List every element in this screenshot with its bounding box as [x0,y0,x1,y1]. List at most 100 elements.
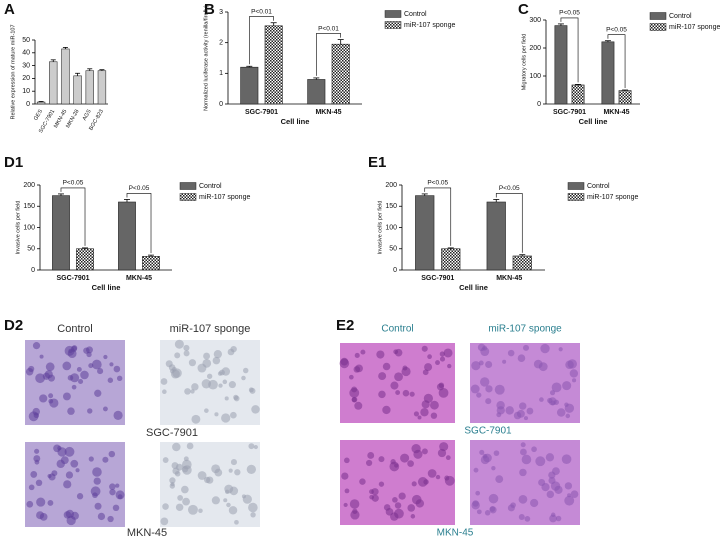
cell [480,347,490,357]
cell [223,498,228,503]
cell [94,502,102,510]
cell [48,393,54,399]
cell [507,349,515,357]
y-tick-label: 2 [219,40,223,47]
panel-letter: E1 [368,154,386,171]
cell [558,347,563,352]
cell [36,497,46,507]
annotation: P<0.05 [499,185,520,192]
y-axis-label: Invasive cells per field [377,201,383,255]
bar [118,201,136,271]
cell [47,500,54,506]
cell [359,478,366,485]
cell [343,502,348,508]
panel-letter: E2 [336,317,354,334]
cell [174,339,184,349]
cell [475,490,481,496]
cell [480,377,490,387]
cell [417,477,428,487]
cell [35,373,45,384]
cell [87,408,93,414]
cell [354,352,360,359]
y-axis-label: Invasive cells per field [15,201,21,255]
cell [376,350,385,359]
cell [562,381,572,391]
panel-letter: C [518,1,529,18]
cell [97,368,104,375]
cell [225,489,230,494]
cell [369,489,374,495]
cell [443,348,453,358]
cell [222,379,228,385]
cell [394,502,402,509]
cell [211,496,220,505]
significance-bracket [249,16,274,65]
bar [307,79,326,105]
legend-swatch [649,12,667,20]
cell [181,485,189,494]
cell [378,481,385,487]
cell [569,369,579,378]
cell [33,412,40,419]
cell [402,389,410,397]
panel-letter: B [204,1,215,18]
cell [400,453,410,463]
cell [435,360,440,366]
cell [107,377,114,383]
cell [476,509,482,515]
cell [496,406,505,415]
y-tick-label: 20 [22,75,30,82]
cell [402,365,408,371]
cell [491,465,496,471]
cell [427,354,432,360]
significance-bracket [607,34,626,88]
cell [533,359,543,369]
cell [411,481,417,487]
legend-swatch [179,193,197,201]
bar [240,66,259,105]
y-tick-label: 0 [219,101,223,108]
cell [88,456,94,462]
bar [618,90,632,105]
annotation: P<0.05 [606,26,627,33]
cell [549,514,557,523]
cell [561,454,572,464]
cell [572,378,577,383]
cell [206,373,213,379]
cell [390,459,396,465]
cell [344,488,350,494]
cell [109,483,116,490]
cell [565,413,571,419]
legend-label: Control [404,11,427,18]
cell [186,442,194,450]
cell [115,483,120,488]
cell [538,478,546,487]
cell [350,510,360,520]
cell [175,463,183,471]
cell [382,362,391,371]
cell [34,459,40,465]
cell [63,480,72,489]
cell [430,412,438,419]
cell [420,408,429,417]
cell [427,469,437,478]
row-label: SGC-7901 [464,426,512,437]
x-tick-label: SGC-7901 [56,275,89,282]
cell [172,366,177,372]
cell [35,479,43,487]
legend-swatch [384,21,402,29]
cell [113,410,123,420]
cell [407,460,414,467]
y-tick-label: 200 [385,182,397,189]
y-tick-label: 50 [27,246,35,253]
y-tick-label: 40 [22,50,30,57]
cell [526,407,534,415]
cell [493,450,500,456]
cell [392,497,398,503]
bar [76,248,94,271]
x-axis-label: Cell line [92,283,121,292]
cell [177,495,184,501]
cell [470,384,480,394]
cell [519,468,527,477]
cell [211,464,221,474]
